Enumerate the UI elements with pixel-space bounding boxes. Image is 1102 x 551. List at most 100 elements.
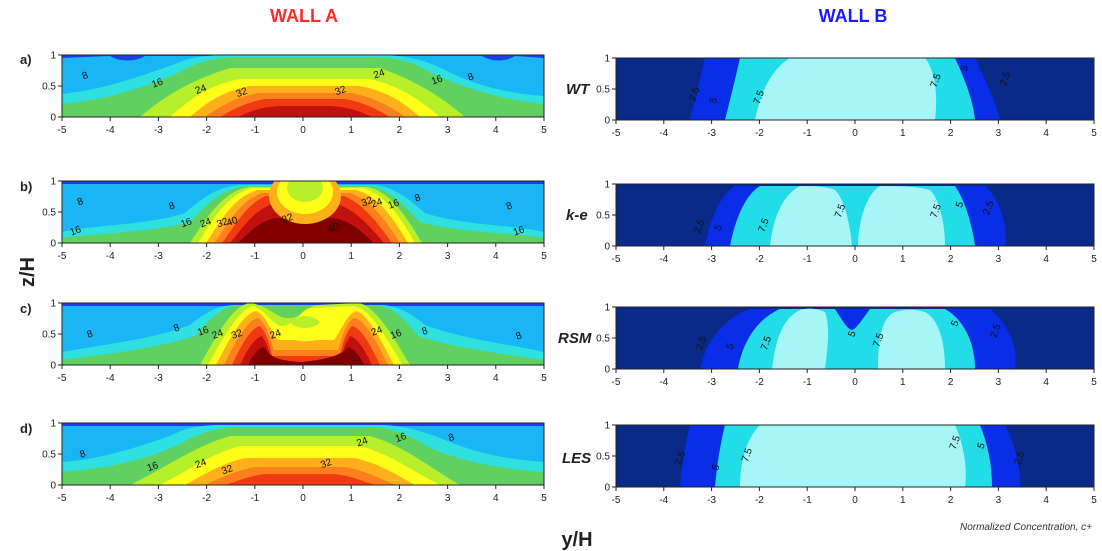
contour-label: 24 [372, 67, 387, 81]
x-tick-label: -4 [106, 125, 115, 136]
y-tick-label: 0.5 [42, 330, 56, 341]
x-tick-label: 3 [445, 493, 451, 504]
x-tick-label: -2 [202, 125, 211, 136]
x-tick-label: 0 [852, 377, 858, 388]
y-tick-label: 0 [50, 239, 56, 250]
contour-label: 16 [387, 197, 402, 211]
contour-label: 5 [710, 463, 722, 472]
contour-label: 16 [430, 73, 445, 87]
contour-label: 24 [355, 435, 370, 449]
y-tick-label: 1 [604, 421, 610, 432]
contour-label: 2.5 [989, 322, 1004, 339]
contour-label: 8 [172, 322, 181, 334]
x-tick-label: -1 [803, 377, 812, 388]
contour-label: 24 [269, 328, 284, 342]
contour-label: 2.5 [981, 199, 996, 216]
x-tick-label: 3 [996, 254, 1002, 265]
y-tick-label: 1 [50, 51, 56, 62]
wall-b-contour-c [616, 307, 1094, 369]
row-letter-b: b) [20, 179, 32, 194]
x-tick-label: -1 [803, 495, 812, 506]
x-tick-label: -2 [202, 251, 211, 262]
x-tick-label: -3 [707, 128, 716, 139]
x-tick-label: -5 [612, 495, 621, 506]
contour-label: 7.5 [948, 434, 963, 451]
x-tick-label: 4 [1043, 495, 1049, 506]
wall-b-contour-a [616, 58, 1094, 120]
x-tick-label: -4 [106, 251, 115, 262]
x-tick-label: 2 [948, 128, 954, 139]
wall-b-contour-d [616, 425, 1094, 487]
x-tick-label: 4 [493, 125, 499, 136]
y-tick-label: 0.5 [596, 85, 610, 96]
contour-label: 8 [447, 432, 456, 444]
contour-label: 32 [334, 84, 349, 98]
x-tick-label: 3 [445, 125, 451, 136]
x-tick-label: 0 [852, 254, 858, 265]
y-tick-label: 0 [50, 113, 56, 124]
contour-label: 2.5 [998, 70, 1013, 87]
x-tick-label: -5 [612, 254, 621, 265]
x-tick-label: -1 [250, 373, 259, 384]
x-tick-label: -2 [755, 495, 764, 506]
contour-label: 32 [360, 195, 375, 209]
model-label-rsm: RSM [558, 330, 592, 347]
y-tick-label: 1 [50, 177, 56, 188]
contour-label: 40 [225, 215, 240, 229]
x-tick-label: -2 [755, 377, 764, 388]
contour-label: 2.5 [1012, 449, 1027, 466]
contour-label: 16 [179, 216, 194, 230]
x-tick-label: 5 [1091, 495, 1097, 506]
x-tick-label: 0 [300, 493, 306, 504]
contour-label: 2.5 [695, 335, 710, 352]
contour-label: 16 [196, 324, 211, 338]
contour-label: 7.5 [757, 216, 772, 233]
x-tick-label: -5 [612, 377, 621, 388]
contour-label: 5 [713, 223, 725, 232]
contour-label: 40 [326, 221, 341, 235]
x-tick-label: -3 [154, 125, 163, 136]
y-tick-label: 1 [604, 180, 610, 191]
x-tick-label: 3 [996, 495, 1002, 506]
contour-label: 32 [235, 86, 250, 100]
x-tick-label: -3 [707, 495, 716, 506]
contour-label: 7.5 [759, 335, 774, 352]
x-tick-label: -1 [250, 125, 259, 136]
y-tick-label: 0.5 [42, 208, 56, 219]
x-tick-label: -4 [659, 377, 668, 388]
y-tick-label: 0.5 [42, 450, 56, 461]
y-tick-label: 0 [604, 242, 610, 253]
wall-b-contour-b [616, 184, 1094, 246]
contour-label: 2.5 [687, 86, 702, 103]
contour-label: 5 [725, 342, 737, 351]
x-tick-label: 2 [948, 377, 954, 388]
x-tick-label: 1 [900, 377, 906, 388]
y-tick-label: 1 [50, 299, 56, 310]
x-tick-label: -5 [58, 493, 67, 504]
model-label-wt: WT [566, 81, 591, 98]
x-tick-label: 5 [1091, 377, 1097, 388]
x-tick-label: 4 [1043, 377, 1049, 388]
x-tick-label: 3 [996, 128, 1002, 139]
x-tick-label: 3 [445, 373, 451, 384]
contour-label: 7.5 [871, 331, 886, 348]
y-tick-label: 0 [50, 481, 56, 492]
x-tick-label: 1 [900, 495, 906, 506]
model-label-k-e: k-e [566, 207, 588, 224]
contour-label: 24 [370, 196, 385, 210]
wall-a-title: WALL A [270, 6, 338, 26]
wall-b-title: WALL B [819, 6, 888, 26]
x-tick-label: -4 [106, 493, 115, 504]
x-tick-label: 5 [541, 251, 547, 262]
contour-label: 24 [370, 324, 385, 338]
x-tick-label: -5 [58, 125, 67, 136]
wall-a-contour-b [62, 181, 544, 243]
x-tick-label: 0 [300, 125, 306, 136]
contour-label: 32 [281, 212, 296, 226]
x-tick-label: 5 [541, 493, 547, 504]
x-tick-label: 2 [948, 495, 954, 506]
row-letter-c: c) [20, 301, 32, 316]
x-tick-label: 1 [348, 493, 354, 504]
